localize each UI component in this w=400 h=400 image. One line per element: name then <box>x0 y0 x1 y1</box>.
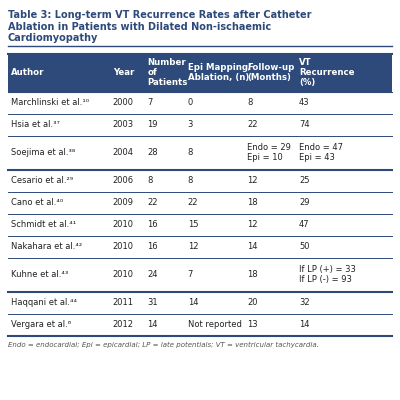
Bar <box>8 136 392 170</box>
Text: 25: 25 <box>299 176 310 185</box>
Text: Nakahara et al.⁴²: Nakahara et al.⁴² <box>11 242 82 251</box>
Text: 12: 12 <box>247 220 258 229</box>
Text: 22: 22 <box>147 198 158 207</box>
Bar <box>8 92 392 114</box>
Text: Hsia et al.³⁷: Hsia et al.³⁷ <box>11 120 60 129</box>
Text: 43: 43 <box>299 98 310 107</box>
Text: 12: 12 <box>247 176 258 185</box>
Bar <box>8 292 392 314</box>
Text: 0: 0 <box>188 98 193 107</box>
Text: 14: 14 <box>188 298 198 307</box>
Text: 2011: 2011 <box>113 298 134 307</box>
Text: 20: 20 <box>247 298 258 307</box>
Text: 2010: 2010 <box>113 270 134 279</box>
Bar <box>8 314 392 336</box>
Text: 2009: 2009 <box>113 198 134 207</box>
Bar <box>8 170 392 192</box>
Text: If LP (+) = 33
If LP (-) = 93: If LP (+) = 33 If LP (-) = 93 <box>299 265 356 284</box>
Text: Number
of
Patients: Number of Patients <box>147 58 188 87</box>
Text: Year: Year <box>113 68 134 77</box>
Text: 74: 74 <box>299 120 310 129</box>
Text: Table 3: Long-term VT Recurrence Rates after Catheter
Ablation in Patients with : Table 3: Long-term VT Recurrence Rates a… <box>8 10 312 43</box>
Bar <box>8 258 392 292</box>
Text: 28: 28 <box>147 148 158 157</box>
Text: 8: 8 <box>188 148 193 157</box>
Text: 8: 8 <box>247 98 253 107</box>
Text: Cano et al.⁴⁰: Cano et al.⁴⁰ <box>11 198 63 207</box>
Text: Soejima et al.³⁸: Soejima et al.³⁸ <box>11 148 75 157</box>
Text: 2006: 2006 <box>113 176 134 185</box>
Text: Cesario et al.²⁹: Cesario et al.²⁹ <box>11 176 73 185</box>
Text: 2010: 2010 <box>113 242 134 251</box>
Text: 13: 13 <box>247 320 258 329</box>
Bar <box>8 214 392 236</box>
Text: 7: 7 <box>188 270 193 279</box>
Text: 47: 47 <box>299 220 310 229</box>
Text: Vergara et al.⁶: Vergara et al.⁶ <box>11 320 71 329</box>
Text: 14: 14 <box>247 242 258 251</box>
Text: Marchlinski et al.¹⁰: Marchlinski et al.¹⁰ <box>11 98 89 107</box>
Text: 24: 24 <box>147 270 158 279</box>
Text: 3: 3 <box>188 120 193 129</box>
Text: 22: 22 <box>247 120 258 129</box>
Text: 18: 18 <box>247 198 258 207</box>
Text: VT
Recurrence
(%): VT Recurrence (%) <box>299 58 354 87</box>
Text: Haqqani et al.⁴⁴: Haqqani et al.⁴⁴ <box>11 298 77 307</box>
Text: Kuhne et al.⁴³: Kuhne et al.⁴³ <box>11 270 68 279</box>
Text: 2010: 2010 <box>113 220 134 229</box>
Text: Endo = endocardial; Epi = epicardial; LP = late potentials; VT = ventricular tac: Endo = endocardial; Epi = epicardial; LP… <box>8 342 319 348</box>
Text: 32: 32 <box>299 298 310 307</box>
Text: Author: Author <box>11 68 44 77</box>
Text: 15: 15 <box>188 220 198 229</box>
Text: 16: 16 <box>147 242 158 251</box>
Text: Follow-up
(Months): Follow-up (Months) <box>247 63 295 82</box>
Text: 2003: 2003 <box>113 120 134 129</box>
Text: 19: 19 <box>147 120 158 129</box>
Text: Endo = 29
Epi = 10: Endo = 29 Epi = 10 <box>247 143 291 162</box>
Bar <box>8 54 392 92</box>
Text: 14: 14 <box>299 320 310 329</box>
Text: 29: 29 <box>299 198 310 207</box>
Bar <box>8 114 392 136</box>
Bar <box>8 236 392 258</box>
Text: Schmidt et al.⁴¹: Schmidt et al.⁴¹ <box>11 220 76 229</box>
Text: 2004: 2004 <box>113 148 134 157</box>
Text: 8: 8 <box>147 176 153 185</box>
Text: 22: 22 <box>188 198 198 207</box>
Text: 7: 7 <box>147 98 153 107</box>
Text: Endo = 47
Epi = 43: Endo = 47 Epi = 43 <box>299 143 343 162</box>
Text: 2000: 2000 <box>113 98 134 107</box>
Text: 18: 18 <box>247 270 258 279</box>
Text: 12: 12 <box>188 242 198 251</box>
Text: 2012: 2012 <box>113 320 134 329</box>
Text: 50: 50 <box>299 242 310 251</box>
Text: 14: 14 <box>147 320 158 329</box>
Text: 8: 8 <box>188 176 193 185</box>
Text: Not reported: Not reported <box>188 320 242 329</box>
Text: 16: 16 <box>147 220 158 229</box>
Text: Epi Mapping/
Ablation, (n): Epi Mapping/ Ablation, (n) <box>188 63 251 82</box>
Bar <box>8 192 392 214</box>
Text: 31: 31 <box>147 298 158 307</box>
